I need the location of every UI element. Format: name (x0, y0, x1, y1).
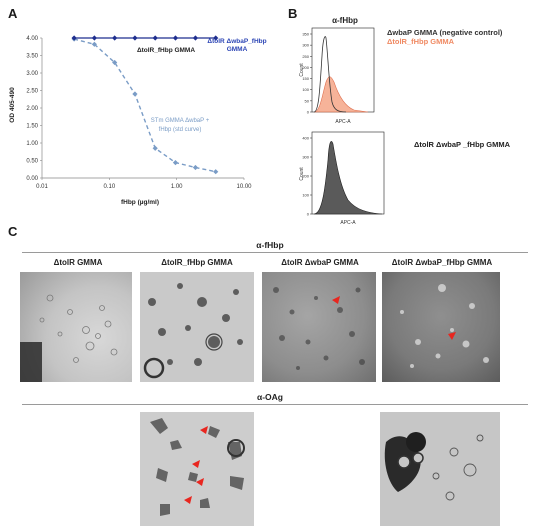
y-tick-label: 4.00 (26, 36, 38, 42)
flat-series-point (152, 35, 158, 41)
section-oag-title: α-OAg (257, 392, 283, 402)
annotation-std-curve-2: fHbp (std curve) (159, 127, 202, 133)
em-image-oag-tolr-fhbp (140, 412, 254, 526)
em-title-3: ΔtolR ΔwbaP GMMA (281, 258, 359, 267)
legend-tolr-fhbp: ΔtolR_fHbp GMMA (387, 37, 455, 46)
em-title-1: ΔtolR GMMA (53, 258, 103, 267)
hist-y-tick-label: 400 (302, 136, 309, 141)
y-tick-label: 1.50 (26, 124, 38, 130)
arrow-icon (196, 478, 204, 486)
hist-y-tick-label: 200 (302, 65, 309, 70)
hist-y-tick-label: 300 (302, 155, 309, 160)
histogram-2-peak (313, 141, 383, 215)
x-tick-label: 1.00 (171, 184, 183, 190)
histogram-2: 0 100 200 300 400 Count APC-A (299, 131, 385, 226)
em-image-tolr (20, 272, 132, 382)
em-image-tolr-fhbp (140, 272, 254, 382)
x-tick-label: 0.01 (36, 184, 48, 190)
section-fhbp-title: α-fHbp (256, 240, 284, 250)
hist-y-tick-label: 100 (302, 87, 309, 92)
y-tick-label: 0.00 (26, 176, 38, 182)
section-fhbp-rule (22, 252, 528, 253)
flat-series-point (132, 35, 138, 41)
histogram-1-positive-peak (313, 76, 369, 113)
histogram-2-ylabel: Count (299, 167, 305, 181)
y-tick-label: 1.00 (26, 141, 38, 147)
histogram-1-xlabel: APC-A (335, 119, 351, 125)
legend-negative-control: ΔwbaP GMMA (negative control) (387, 28, 503, 37)
y-tick-label: 2.00 (26, 106, 38, 112)
arrow-icon (448, 332, 456, 340)
hist-y-tick-label: 50 (305, 98, 310, 103)
y-tick-label: 3.00 (26, 71, 38, 77)
panel-c-letter: C (8, 224, 18, 239)
panel-b-letter: B (288, 6, 298, 21)
std-curve-point (172, 160, 179, 166)
histogram-1-negative-peak (313, 36, 347, 113)
hist-y-tick-label: 100 (302, 193, 309, 198)
hist-y-tick-label: 0 (307, 212, 310, 217)
flat-series-point (91, 35, 97, 41)
panel-b-title: α-fHbp (332, 16, 358, 25)
histogram-2-title: ΔtolR ΔwbaP _fHbp GMMA (414, 140, 511, 149)
x-tick-label: 0.10 (103, 184, 115, 190)
em-title-4: ΔtolR ΔwbaP_fHbp GMMA (391, 258, 493, 267)
hist-y-tick-label: 300 (302, 43, 309, 48)
y-axis-label: OD 405-490 (9, 87, 16, 123)
hist-y-tick-label: 350 (302, 32, 309, 37)
arrow-icon (184, 496, 192, 504)
em-image-oag-tolr-wbap-fhbp (380, 412, 500, 526)
panel-a-letter: A (8, 6, 18, 21)
flat-series-point (213, 35, 219, 41)
arrow-icon (332, 296, 340, 304)
flat-series-point (71, 35, 77, 41)
std-curve-line (73, 38, 216, 173)
panel-a-chart: 0.00 0.50 1.00 1.50 2.00 2.50 3.00 3.50 4.00 0.01… (9, 35, 267, 206)
arrow-icon (200, 426, 208, 434)
std-curve-point (132, 91, 138, 97)
histogram-1-legend: ΔwbaP GMMA (negative control) ΔtolR_fHbp… (387, 28, 502, 46)
annotation-tolr-wbap-fhbp-1: ΔtolR ΔwbaP_fHbp (207, 38, 266, 45)
y-tick-label: 0.50 (26, 159, 38, 165)
annotation-tolr-fhbp: ΔtolR_fHbp GMMA (137, 47, 195, 54)
arrow-icon (192, 460, 200, 468)
std-curve-point (192, 164, 199, 171)
em-title-2: ΔtolR_fHbp GMMA (161, 258, 233, 267)
em-image-tolr-wbap (262, 272, 376, 382)
flat-series-point (192, 35, 199, 41)
histogram-2-xlabel: APC-A (340, 220, 356, 226)
hist-y-tick-label: 200 (302, 174, 309, 179)
flat-series-point (112, 35, 118, 41)
x-tick-label: 10.00 (236, 184, 252, 190)
histogram-1-ylabel: Count (299, 63, 305, 77)
y-tick-label: 2.50 (26, 89, 38, 95)
flat-series-point (172, 35, 179, 41)
y-tick-label: 3.50 (26, 54, 38, 60)
section-oag-rule (22, 404, 528, 405)
std-curve-point (112, 59, 118, 66)
std-curve-point (91, 41, 97, 47)
hist-y-tick-label: 150 (302, 76, 309, 81)
std-curve-point (213, 169, 219, 175)
annotation-std-curve-1: STm GMMA ΔwbaP + (151, 118, 210, 124)
em-image-tolr-wbap-fhbp (382, 272, 500, 382)
x-axis-label: fHbp (µg/ml) (121, 199, 159, 206)
histogram-1: 0 50 100 150 200 250 300 350 Count APC-A (299, 27, 375, 125)
hist-y-tick-label: 250 (302, 54, 309, 59)
hist-y-tick-label: 0 (307, 110, 310, 115)
annotation-tolr-wbap-fhbp-2: GMMA (227, 46, 248, 53)
std-curve-point (152, 145, 158, 151)
